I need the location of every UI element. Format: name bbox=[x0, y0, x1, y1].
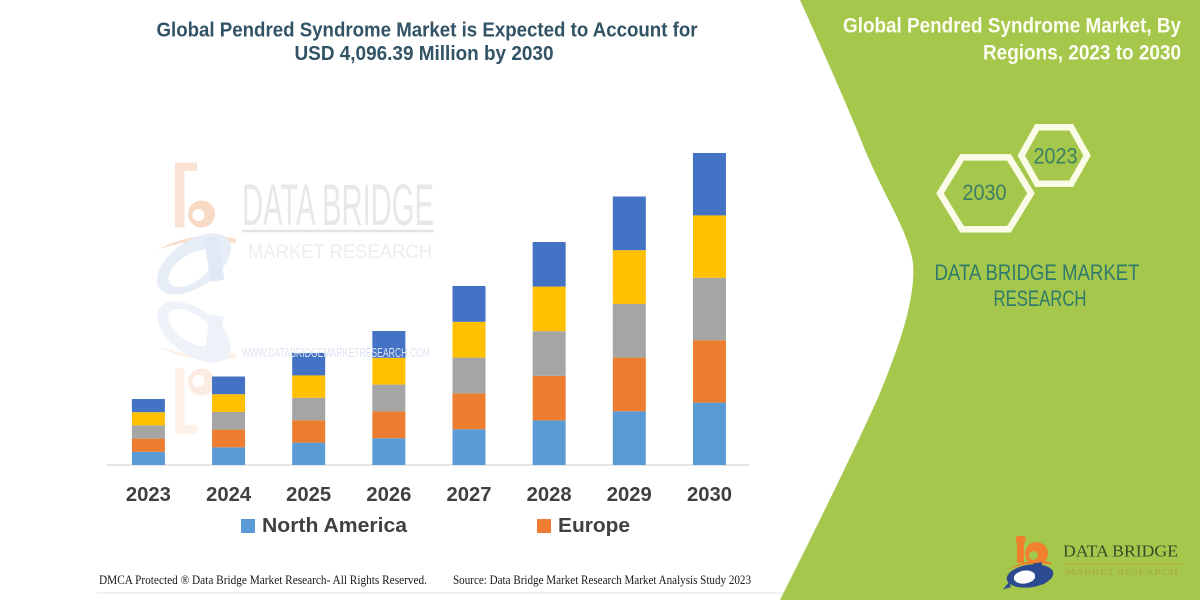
svg-text:MARKET RESEARCH: MARKET RESEARCH bbox=[248, 242, 432, 263]
svg-text:Global Pendred Syndrome Market: Global Pendred Syndrome Market is Expect… bbox=[157, 20, 698, 42]
svg-text:USD 4,096.39 Million by 2030: USD 4,096.39 Million by 2030 bbox=[295, 43, 554, 65]
svg-text:DATA BRIDGE MARKET: DATA BRIDGE MARKET bbox=[935, 260, 1140, 285]
svg-text:2024: 2024 bbox=[206, 484, 252, 506]
svg-text:North America: North America bbox=[262, 514, 408, 537]
svg-text:RESEARCH: RESEARCH bbox=[994, 286, 1087, 311]
svg-text:2030: 2030 bbox=[687, 484, 732, 506]
svg-text:2023: 2023 bbox=[1034, 144, 1078, 169]
svg-text:DATA BRIDGE: DATA BRIDGE bbox=[1063, 542, 1178, 561]
svg-text:2023: 2023 bbox=[126, 484, 171, 506]
svg-text:2027: 2027 bbox=[447, 484, 492, 506]
svg-text:Source: Data Bridge Market Res: Source: Data Bridge Market Research Mark… bbox=[453, 573, 751, 587]
svg-text:2029: 2029 bbox=[607, 484, 652, 506]
svg-text:2030: 2030 bbox=[963, 180, 1007, 205]
svg-text:Global Pendred Syndrome Market: Global Pendred Syndrome Market, By bbox=[843, 14, 1181, 37]
svg-text:DMCA Protected ® Data Bridge M: DMCA Protected ® Data Bridge Market Rese… bbox=[99, 573, 427, 587]
svg-text:2026: 2026 bbox=[366, 484, 411, 506]
svg-text:DATA BRIDGE: DATA BRIDGE bbox=[242, 173, 434, 238]
svg-text:MARKET RESEARCH: MARKET RESEARCH bbox=[1065, 567, 1178, 577]
svg-text:WWW.DATABRIDGEMARKETRESEARCH.C: WWW.DATABRIDGEMARKETRESEARCH.COM bbox=[242, 345, 430, 360]
svg-text:2025: 2025 bbox=[286, 484, 331, 506]
svg-text:2028: 2028 bbox=[527, 484, 572, 506]
svg-text:Europe: Europe bbox=[558, 514, 630, 537]
svg-text:Regions, 2023 to 2030: Regions, 2023 to 2030 bbox=[983, 41, 1181, 64]
